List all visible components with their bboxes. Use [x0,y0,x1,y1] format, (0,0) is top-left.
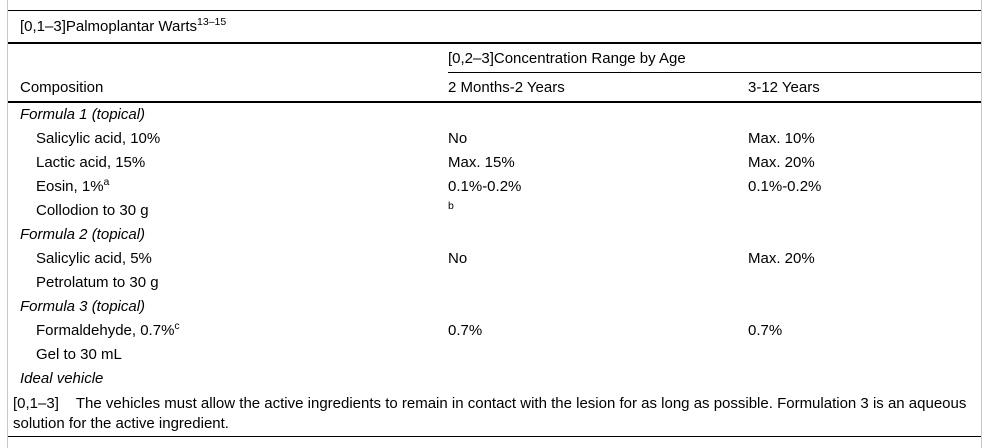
value-cell-old [748,223,981,247]
row-label: Petrolatum to 30 g [36,274,159,291]
row-label: Formula 1 (topical) [20,106,146,123]
composition-header: Composition [20,79,104,96]
row-label: Collodion to 30 g [36,202,149,219]
table-title: [0,1–3]Palmoplantar Warts [20,18,198,35]
value-cell-old: 0.7% [748,319,981,343]
footnote-ref-superscript: c [174,320,180,332]
value-young: 0.1%-0.2% [448,178,522,195]
row-label: Eosin, 1% [36,178,104,195]
table-title-row: [0,1–3]Palmoplantar Warts13–15 [8,10,981,44]
value-cell-young: b [448,199,748,223]
value-cell-young [448,223,748,247]
ingredient-label: Gel to 30 mL [8,343,448,367]
value-cell-old [748,199,981,223]
spanner-empty-cell [8,44,448,73]
table-row: Eosin, 1%a 0.1%-0.2% 0.1%-0.2% [8,175,981,199]
value-cell-young [448,343,748,367]
age-column-header-young: 2 Months-2 Years [448,79,565,96]
section-label: Formula 1 (topical) [8,103,448,127]
top-spacer [8,0,981,10]
table-row: Collodion to 30 g b [8,199,981,223]
value-old: Max. 10% [748,130,815,147]
row-label: Formaldehyde, 0.7% [36,322,175,339]
title-citation-superscript: 13–15 [197,16,227,28]
footnote-ref-superscript: a [103,176,110,188]
table-row: Formula 2 (topical) [8,223,981,247]
section-label: Formula 2 (topical) [8,223,448,247]
age-column-header-old: 3-12 Years [748,79,820,96]
value-cell-young: No [448,247,748,271]
value-cell-young [448,271,748,295]
value-cell-young [448,103,748,127]
value-young: 0.7% [448,322,483,339]
section-label: Ideal vehicle [8,367,448,391]
value-young: Max. 15% [448,154,515,171]
value-cell-old: 0.1%-0.2% [748,175,981,199]
value-old: Max. 20% [748,250,815,267]
value-cell-old [748,367,981,391]
value-cell-old: Max. 10% [748,127,981,151]
row-label: Gel to 30 mL [36,346,122,363]
row-label: Salicylic acid, 5% [36,250,152,267]
table-row: Formula 3 (topical) [8,295,981,319]
section-label: Formula 3 (topical) [8,295,448,319]
value-cell-young: Max. 15% [448,151,748,175]
value-cell-young [448,367,748,391]
column-spanner-row: [0,2–3]Concentration Range by Age [8,44,981,73]
row-label: Salicylic acid, 10% [36,130,161,147]
footnote-text: The vehicles must allow the active ingre… [13,395,967,432]
value-cell-old [748,295,981,319]
value-young: No [448,250,468,267]
value-old: Max. 20% [748,154,815,171]
bottom-rule [8,436,981,437]
row-label: Ideal vehicle [20,370,104,387]
ingredient-label: Lactic acid, 15% [8,151,448,175]
value-young: No [448,130,468,147]
table-row: Gel to 30 mL [8,343,981,367]
concentration-range-spanner: [0,2–3]Concentration Range by Age [448,44,981,73]
row-label: Formula 2 (topical) [20,226,146,243]
footnote-marker: [0,1–3] [13,395,59,412]
ingredient-label: Collodion to 30 g [8,199,448,223]
row-label: Formula 3 (topical) [20,298,146,315]
footnote-ref-superscript: b [448,200,454,212]
table-row: Salicylic acid, 10% No Max. 10% [8,127,981,151]
value-cell-old [748,343,981,367]
value-cell-old: Max. 20% [748,247,981,271]
table-row: Petrolatum to 30 g [8,271,981,295]
table-row: Formaldehyde, 0.7%c 0.7% 0.7% [8,319,981,343]
column-header-row: Composition 2 Months-2 Years 3-12 Years [8,73,981,103]
table-body: Formula 1 (topical) Salicylic acid, 10% … [8,103,981,391]
value-old: 0.1%-0.2% [748,178,822,195]
table-row: Formula 1 (topical) [8,103,981,127]
row-label: Lactic acid, 15% [36,154,146,171]
table-row: Ideal vehicle [8,367,981,391]
value-cell-young: 0.1%-0.2% [448,175,748,199]
table-sheet: [0,1–3]Palmoplantar Warts13–15 [0,2–3]Co… [7,0,982,448]
value-cell-old [748,271,981,295]
ingredient-label: Eosin, 1%a [8,175,448,199]
value-cell-old [748,103,981,127]
ingredient-label: Salicylic acid, 10% [8,127,448,151]
table-row: Salicylic acid, 5% No Max. 20% [8,247,981,271]
value-cell-young: No [448,127,748,151]
table-row: Lactic acid, 15% Max. 15% Max. 20% [8,151,981,175]
ingredient-label: Formaldehyde, 0.7%c [8,319,448,343]
value-cell-young [448,295,748,319]
ingredient-label: Salicylic acid, 5% [8,247,448,271]
ingredient-label: Petrolatum to 30 g [8,271,448,295]
value-cell-young: 0.7% [448,319,748,343]
table-footnote: [0,1–3] The vehicles must allow the activ… [8,391,981,434]
value-cell-old: Max. 20% [748,151,981,175]
value-old: 0.7% [748,322,783,339]
